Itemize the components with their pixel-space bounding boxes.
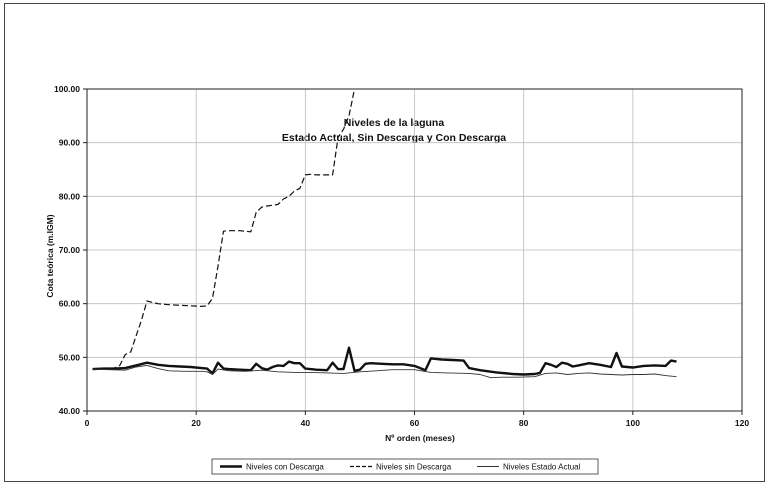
legend-label-3: Niveles Estado Actual (503, 463, 581, 472)
x-tick-label: 0 (85, 418, 90, 428)
series-line-1 (92, 346, 677, 376)
legend: Niveles con Descarga Niveles sin Descarga… (211, 458, 599, 475)
x-tick-label: 100 (626, 418, 640, 428)
x-tick-label: 20 (191, 418, 201, 428)
y-tick-label: 90.00 (59, 138, 81, 148)
legend-box (211, 458, 599, 475)
series-layer (92, 89, 677, 379)
x-tick-label: 120 (735, 418, 749, 428)
x-tick-label: 80 (519, 418, 529, 428)
legend-label-1: Niveles con Descarga (246, 463, 324, 472)
series-line-2 (92, 89, 356, 370)
chart-frame (4, 3, 765, 482)
x-tick-label: 60 (410, 418, 420, 428)
y-tick-label: 100.00 (54, 84, 80, 94)
y-tick-label: 50.00 (59, 352, 81, 362)
x-axis-label: Nº orden (meses) (385, 433, 455, 443)
chart-subtitle: Estado Actual, Sin Descarga y Con Descar… (282, 132, 506, 144)
chart-title: Niveles de la laguna (344, 117, 445, 129)
series-line-3 (92, 364, 677, 379)
x-axis: 0 20 40 60 80 100 120 (85, 411, 749, 428)
y-tick-label: 40.00 (59, 406, 81, 416)
grid-lines (87, 89, 742, 411)
y-tick-label: 60.00 (59, 299, 81, 309)
y-axis-label: Cota teórica (m.IGM) (45, 214, 55, 297)
legend-label-2: Niveles sin Descarga (376, 463, 452, 472)
x-tick-label: 40 (301, 418, 311, 428)
y-tick-label: 70.00 (59, 245, 81, 255)
y-tick-label: 80.00 (59, 191, 81, 201)
y-axis: 40.00 50.00 60.00 70.00 80.00 90.00 100.00 (54, 84, 87, 416)
legend-items: Niveles con Descarga Niveles sin Descarga… (220, 463, 581, 472)
